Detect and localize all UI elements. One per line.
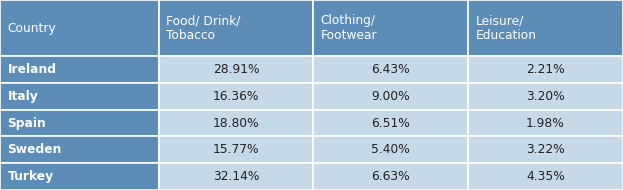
Bar bbox=[0, 163, 159, 190]
Bar bbox=[159, 110, 313, 136]
Bar bbox=[313, 56, 468, 83]
Text: 6.51%: 6.51% bbox=[371, 116, 410, 130]
Text: Turkey: Turkey bbox=[7, 170, 54, 183]
Bar bbox=[0, 136, 159, 163]
Text: 28.91%: 28.91% bbox=[213, 63, 259, 76]
Bar bbox=[0, 0, 159, 56]
Text: 6.63%: 6.63% bbox=[371, 170, 410, 183]
Bar bbox=[0, 110, 159, 136]
Bar bbox=[468, 0, 623, 56]
Text: 3.22%: 3.22% bbox=[526, 143, 564, 156]
Bar bbox=[159, 136, 313, 163]
Bar bbox=[159, 56, 313, 83]
Text: Clothing/
Footwear: Clothing/ Footwear bbox=[321, 14, 378, 42]
Text: Sweden: Sweden bbox=[7, 143, 62, 156]
Bar bbox=[313, 163, 468, 190]
Bar bbox=[159, 83, 313, 110]
Text: 18.80%: 18.80% bbox=[213, 116, 259, 130]
Bar bbox=[468, 83, 623, 110]
Text: 3.20%: 3.20% bbox=[526, 90, 564, 103]
Bar bbox=[0, 56, 159, 83]
Text: Country: Country bbox=[7, 21, 56, 35]
Text: 2.21%: 2.21% bbox=[526, 63, 564, 76]
Bar bbox=[159, 163, 313, 190]
Bar bbox=[313, 83, 468, 110]
Text: Italy: Italy bbox=[7, 90, 38, 103]
Bar bbox=[468, 110, 623, 136]
Bar bbox=[468, 163, 623, 190]
Text: 15.77%: 15.77% bbox=[213, 143, 259, 156]
Text: Leisure/
Education: Leisure/ Education bbox=[475, 14, 536, 42]
Text: 32.14%: 32.14% bbox=[213, 170, 259, 183]
Text: 9.00%: 9.00% bbox=[371, 90, 410, 103]
Text: Food/ Drink/
Tobacco: Food/ Drink/ Tobacco bbox=[166, 14, 240, 42]
Text: Spain: Spain bbox=[7, 116, 46, 130]
Text: 5.40%: 5.40% bbox=[371, 143, 410, 156]
Bar bbox=[159, 0, 313, 56]
Text: 1.98%: 1.98% bbox=[526, 116, 565, 130]
Bar bbox=[468, 56, 623, 83]
Bar bbox=[0, 83, 159, 110]
Text: 6.43%: 6.43% bbox=[371, 63, 410, 76]
Text: Ireland: Ireland bbox=[7, 63, 57, 76]
Text: 4.35%: 4.35% bbox=[526, 170, 565, 183]
Bar bbox=[313, 110, 468, 136]
Text: 16.36%: 16.36% bbox=[213, 90, 259, 103]
Bar bbox=[313, 136, 468, 163]
Bar bbox=[468, 136, 623, 163]
Bar bbox=[313, 0, 468, 56]
